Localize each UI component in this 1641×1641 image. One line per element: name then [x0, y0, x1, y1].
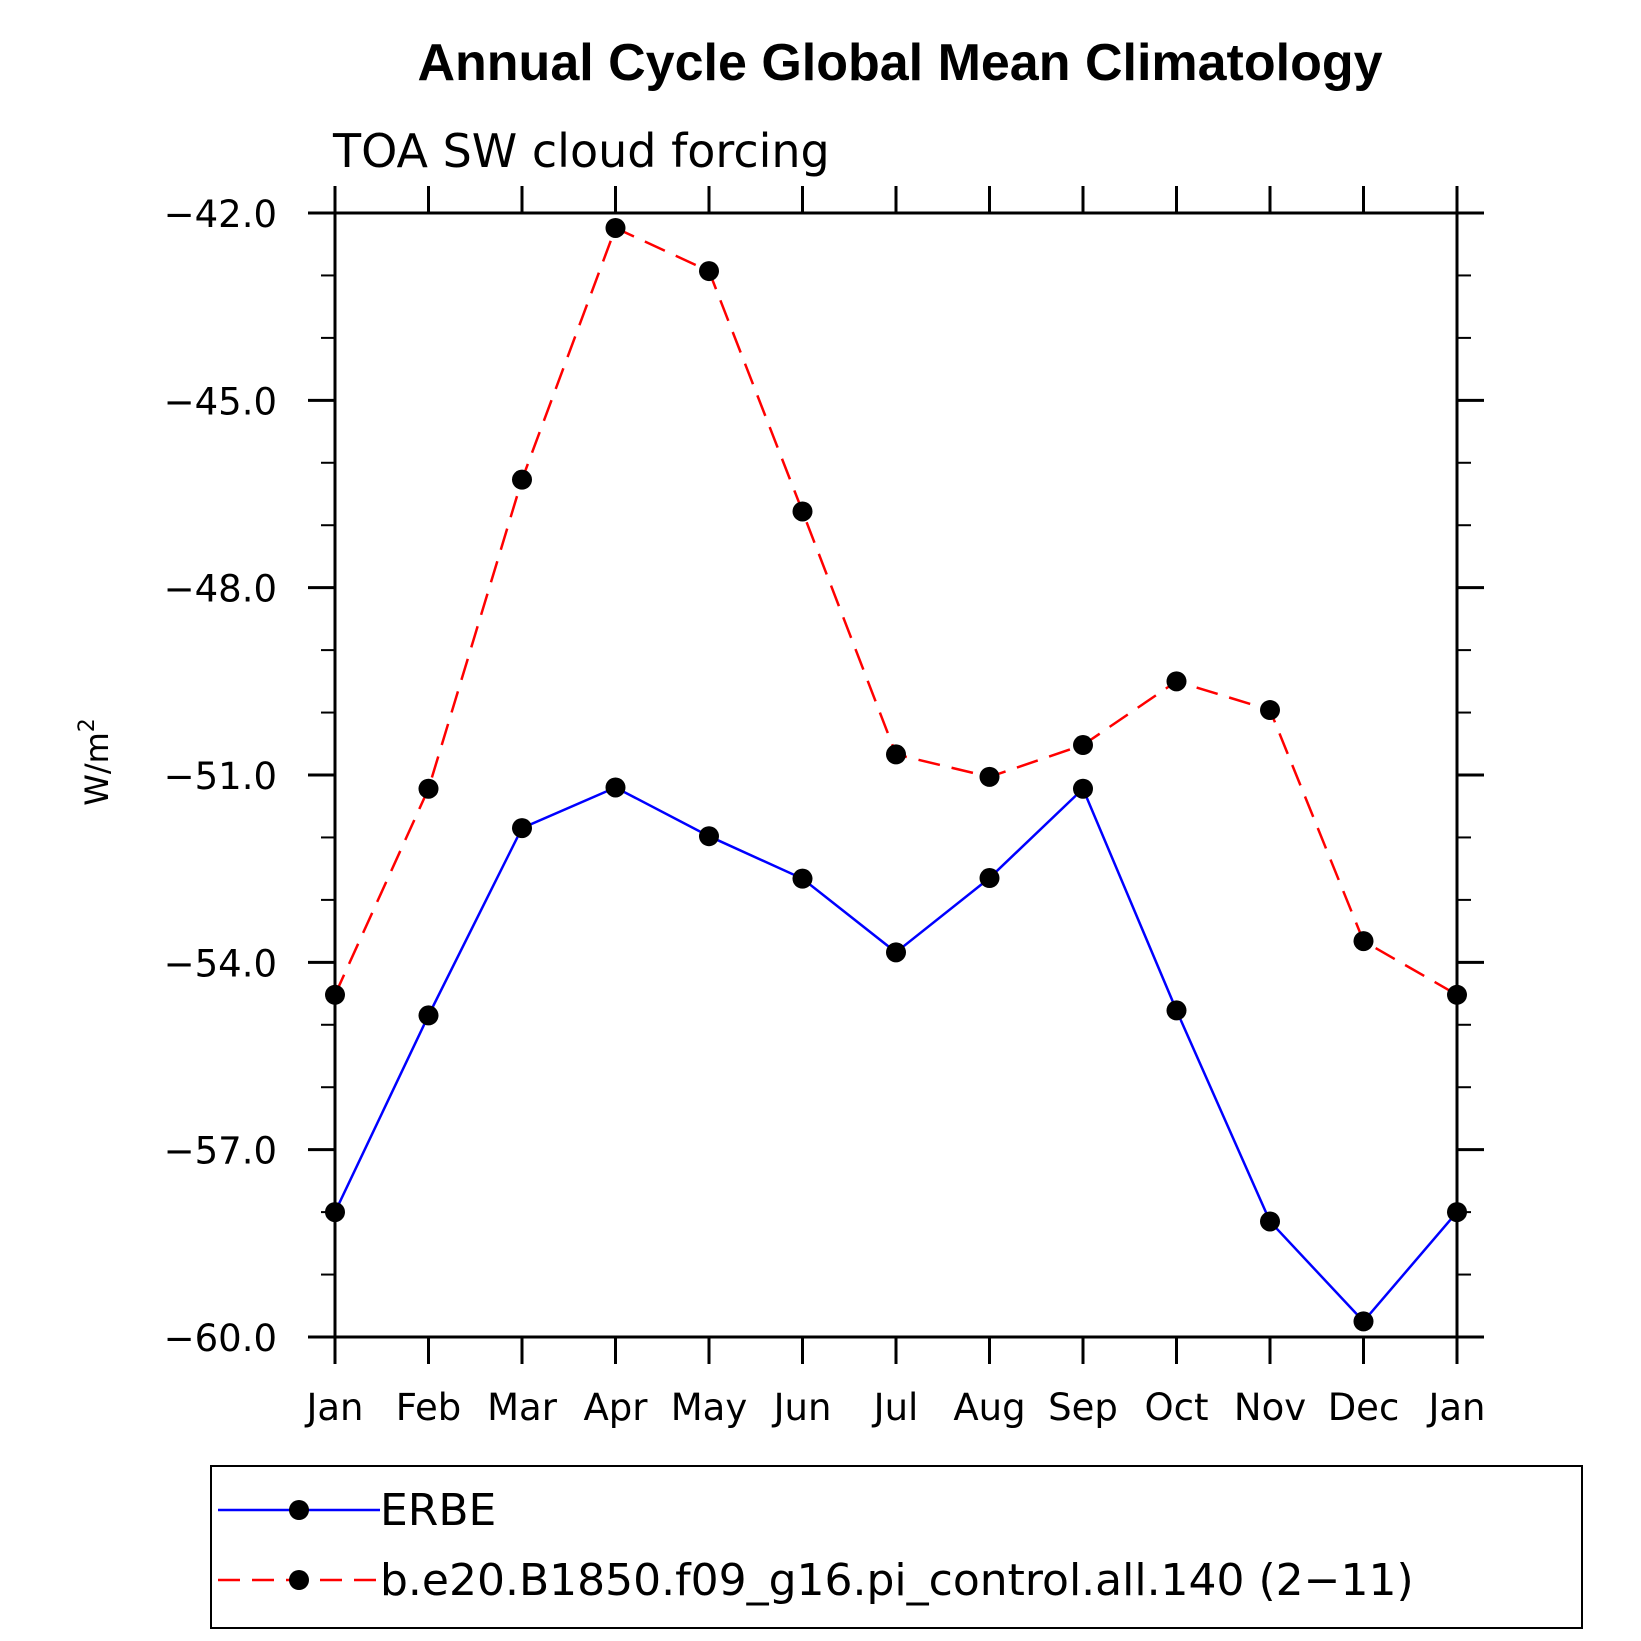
data-point-0: [886, 942, 906, 963]
data-point-0: [325, 1202, 345, 1223]
x-tick-label: Dec: [1328, 1386, 1400, 1429]
x-tick-label: Jul: [872, 1386, 919, 1429]
legend-marker-model: [289, 1570, 309, 1590]
data-point-1: [1353, 931, 1374, 952]
data-point-1: [1447, 984, 1467, 1005]
data-point-1: [325, 984, 345, 1005]
data-point-1: [512, 469, 532, 490]
x-tick-label: May: [671, 1386, 748, 1429]
data-point-1: [886, 744, 906, 765]
data-point-1: [1073, 735, 1093, 756]
data-point-0: [1447, 1202, 1467, 1223]
chart-title: Annual Cycle Global Mean Climatology: [417, 34, 1382, 92]
data-point-1: [1260, 700, 1280, 721]
data-point-0: [979, 868, 1000, 889]
data-point-1: [792, 501, 813, 522]
x-tick-label: Oct: [1145, 1386, 1209, 1429]
data-point-0: [1073, 778, 1093, 799]
legend-label-erbe: ERBE: [380, 1485, 496, 1536]
tick-labels: Jan Feb Mar Apr May Jun Jul Aug Sep Oct Nov Dec Jan−…: [164, 193, 1486, 1429]
series-layer: [325, 217, 1467, 1332]
data-point-1: [605, 217, 626, 238]
x-tick-label: Aug: [953, 1386, 1025, 1429]
legend-marker-erbe: [289, 1500, 309, 1520]
y-axis-label: W/m2: [75, 718, 116, 806]
y-tick-label: −54.0: [164, 942, 277, 985]
x-tick-label: Jan: [1426, 1386, 1485, 1429]
x-tick-label: Feb: [396, 1386, 462, 1429]
y-tick-label: −42.0: [164, 193, 277, 236]
x-tick-label: Apr: [583, 1386, 648, 1429]
data-point-1: [418, 778, 439, 799]
y-tick-label: −51.0: [164, 755, 277, 798]
data-point-0: [512, 818, 532, 839]
y-tick-label: −57.0: [164, 1130, 277, 1173]
x-tick-label: Mar: [487, 1386, 558, 1429]
legend: ERBE b.e20.B1850.f09_g16.pi_control.all.…: [210, 1465, 1583, 1629]
data-point-0: [792, 868, 813, 889]
y-tick-label: −60.0: [164, 1317, 277, 1360]
y-tick-label: −48.0: [164, 568, 277, 611]
x-tick-label: Nov: [1234, 1386, 1306, 1429]
series-line-0: [333, 786, 1458, 1324]
legend-box: [210, 1465, 1583, 1629]
data-point-1: [979, 766, 1000, 787]
legend-label-model: b.e20.B1850.f09_g16.pi_control.all.140 (…: [380, 1555, 1414, 1606]
x-tick-label: Jun: [772, 1386, 832, 1429]
data-point-0: [1166, 1000, 1187, 1021]
series-line-1: [333, 226, 1458, 996]
axis-ticks: [308, 186, 1484, 1364]
data-point-0: [699, 826, 719, 847]
x-tick-label: Sep: [1048, 1386, 1118, 1429]
data-point-1: [699, 261, 719, 282]
data-point-0: [418, 1005, 439, 1026]
plot-frame: [333, 211, 1459, 1339]
y-tick-label: −45.0: [164, 380, 277, 423]
data-point-0: [1260, 1211, 1280, 1232]
x-tick-label: Jan: [304, 1386, 363, 1429]
data-point-1: [1166, 671, 1187, 692]
data-point-0: [1353, 1311, 1374, 1332]
chart-subtitle: TOA SW cloud forcing: [332, 124, 830, 178]
data-point-0: [605, 777, 626, 798]
